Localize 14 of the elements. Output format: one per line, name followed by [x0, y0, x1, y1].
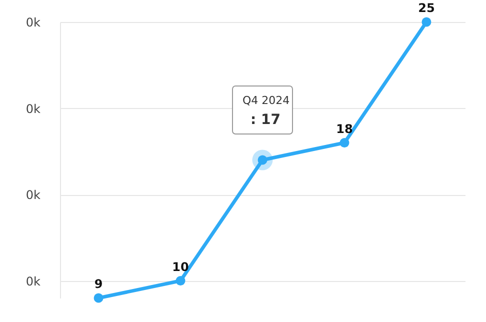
data-label: 18	[336, 122, 353, 136]
data-label: 25	[418, 1, 435, 15]
y-tick-label: 0k	[26, 274, 41, 288]
y-tick-label: 0k	[26, 102, 41, 116]
point	[340, 138, 350, 148]
point	[176, 276, 186, 286]
annotation: Q4 2024	[242, 94, 290, 107]
data-label: 9	[94, 277, 103, 291]
data-label: 10	[172, 260, 189, 274]
point	[94, 293, 104, 303]
y-tick-label: 0k	[26, 16, 41, 30]
point	[422, 17, 432, 27]
annotation: : 17	[250, 112, 280, 128]
y-tick-label: 0k	[26, 188, 41, 202]
